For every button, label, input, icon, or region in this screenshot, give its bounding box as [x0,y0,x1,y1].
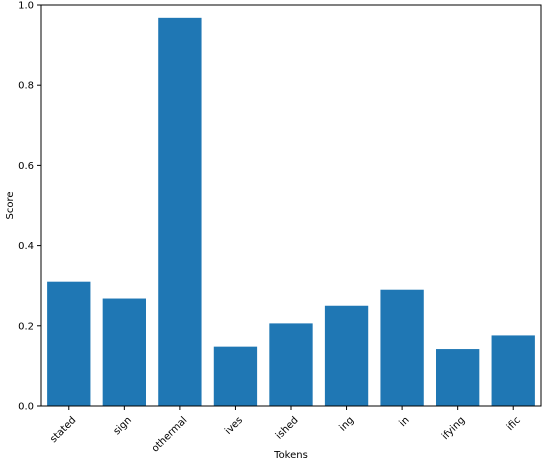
y-tick-label: 1.0 [18,1,34,12]
x-tick-label: stated [48,415,78,445]
bar-ifying [436,349,480,406]
y-tick-label: 0.2 [18,321,34,332]
x-tick-label: in [398,415,412,429]
x-tick-label: ished [274,415,301,442]
y-axis-label: Score [5,191,16,219]
x-tick-label: ives [223,415,245,437]
bar-in [380,289,424,406]
bar-stated [47,281,91,406]
bar-ished [269,323,313,406]
x-tick-label: ing [337,415,356,434]
y-axis-ticks: 0.0 0.2 0.4 0.6 0.8 1.0 [18,1,41,413]
x-axis-label: Tokens [273,450,308,461]
x-tick-label: othermal [150,415,190,455]
plot-frame [40,4,542,407]
x-tick-label: ific [505,415,523,433]
y-tick-label: 0.8 [18,81,34,92]
bar-ives [213,346,258,406]
y-tick-label: 0.4 [18,241,34,252]
y-tick-label: 0.6 [18,161,34,172]
bar-sign [102,298,146,406]
bar-ing [324,305,369,406]
bar-ific [491,335,535,406]
y-tick-label: 0.0 [18,402,34,413]
x-tick-label: sign [112,415,134,437]
bars-group [47,17,535,407]
x-axis-ticks: stated sign othermal ives ished ing in ifying if… [48,406,523,455]
x-tick-label: ifying [440,415,467,442]
bar-othermal [158,17,202,407]
